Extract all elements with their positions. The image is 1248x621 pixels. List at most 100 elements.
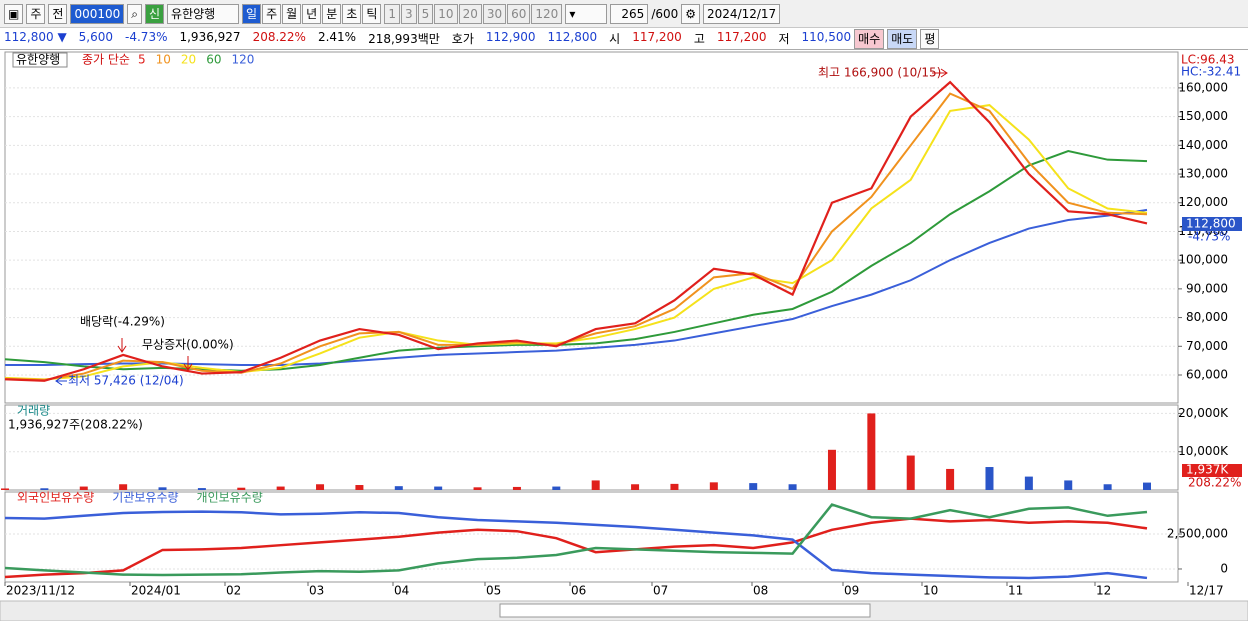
chart-icon[interactable]: ▣ [4,3,24,24]
count-input[interactable]: 265 [610,3,649,24]
interval-button[interactable]: 60 [507,3,531,24]
interval-button[interactable]: 120 [531,3,563,24]
info-bar: 112,800 ▼ 5,600 -4.73% 1,936,927 208.22% 2.41… [0,28,1248,50]
x-tick-label: 03 [309,584,324,598]
volume-bar [197,488,206,490]
x-tick-label: 12/17 [1189,584,1224,598]
stock-name[interactable]: 유한양행 [167,3,240,24]
holding-legend: 외국인보유수량 [17,491,94,505]
period-button[interactable]: 분 [322,3,342,24]
panel-frame [4,491,1179,583]
blank-select[interactable]: ▾ [565,3,608,24]
x-tick-label: 06 [571,584,586,598]
legend-box [12,52,68,68]
info-item: 112,900 [485,30,536,44]
hc-label: HC:-32.41 [1181,65,1241,79]
info-item: 5,600 [78,30,114,44]
code-type[interactable]: 주 [26,3,46,24]
ma-line [4,80,1148,382]
y-tick-label: 20,000K [1178,406,1229,420]
legend-entry: 5 [138,53,146,67]
max-count: /600 [651,6,679,21]
volume-bar [867,413,876,490]
volume-bar [394,486,403,490]
volume-bar [512,486,521,490]
legend-entry: 10 [156,53,171,67]
volume-bar [788,484,797,490]
volume-bar [827,449,836,490]
tool-icon[interactable]: ⚙ [681,3,701,24]
volume-bar [119,484,128,490]
change-tag: -4.73% [1188,230,1230,244]
holding-legend: 개인보유수량 [197,491,263,505]
x-tick-label: 2024/01 [131,584,181,598]
volume-ratio-tag: 208.22% [1188,476,1241,490]
chart-area: 60,00070,00080,00090,000100,000110,00012… [0,50,1248,621]
date-input[interactable]: 2024/12/17 [703,3,781,24]
sell-button[interactable]: 매도 [887,28,918,49]
period-button[interactable]: 일 [242,3,262,24]
volume-bar [237,487,246,490]
market[interactable]: 전 [48,3,68,24]
code-input[interactable]: 000100 [70,3,125,24]
volume-summary: 1,936,927주(208.22%) [8,418,143,432]
x-tick-label: 02 [226,584,241,598]
info-item: 112,800 [547,30,598,44]
legend-entry: 60 [206,53,221,67]
interval-button[interactable]: 5 [417,3,434,24]
period-button[interactable]: 주 [262,3,282,24]
volume-bar [591,480,600,490]
volume-bar [709,482,718,490]
volume-bar [158,487,167,490]
info-item: 117,200 [632,30,682,44]
info-item: 1,936,927 [179,30,241,44]
legend-ma: 종가 단순 [82,53,130,67]
y-tick-label: 100,000 [1178,253,1228,267]
info-item: 218,993백만 [368,32,440,46]
period-button[interactable]: 틱 [362,3,382,24]
x-tick-label: 04 [394,584,409,598]
period-button[interactable]: 년 [302,3,322,24]
volume-title: 거래량 [17,404,50,418]
volume-bar [906,455,915,490]
info-item: -4.73% [125,30,168,44]
interval-button[interactable]: 10 [434,3,458,24]
y-tick-label: 0 [1220,561,1228,575]
x-tick-label: 08 [753,584,768,598]
volume-bar [552,486,561,490]
avg-button[interactable]: 평 [920,28,940,49]
volume-bar [631,484,640,490]
volume-bar [1024,476,1033,490]
lc-label: LC:96.43 [1181,53,1234,67]
interval-button[interactable]: 20 [458,3,482,24]
high-annotation: 최고 166,900 (10/15) [818,66,941,80]
period-button[interactable]: 월 [282,3,302,24]
volume-bar [670,483,679,490]
dividend-annotation: 배당락(-4.29%) [80,315,165,329]
interval-button[interactable]: 1 [384,3,400,24]
ma-line [4,92,1148,381]
holding-legend: 기관보유수량 [112,491,178,505]
interval-button[interactable]: 30 [482,3,507,24]
legend-entry: 120 [231,53,254,67]
y-tick-label: 130,000 [1178,167,1228,181]
y-tick-label: 120,000 [1178,195,1228,209]
volume-bar [1,488,9,490]
search-icon[interactable]: ⌕ [127,3,142,24]
bonus-arrow [183,356,193,371]
buy-button[interactable]: 매수 [854,28,885,49]
y-tick-label: 70,000 [1186,339,1228,353]
volume-bar [79,486,88,490]
info-item: 시 [609,32,621,46]
info-item: 112,800 ▼ [4,30,67,44]
volume-tag-box [1182,464,1242,477]
y-tick-label: 140,000 [1178,138,1228,152]
period-button[interactable]: 초 [342,3,362,24]
y-tick-label: 150,000 [1178,109,1228,123]
interval-button[interactable]: 3 [401,3,417,24]
volume-bar [434,486,443,490]
y-tick-label: 2,500,000 [1167,526,1228,540]
